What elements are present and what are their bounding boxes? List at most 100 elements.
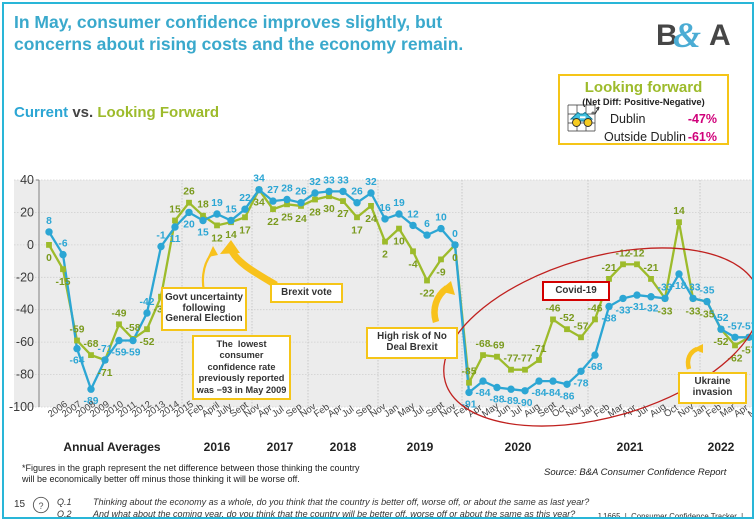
svg-text:-86: -86 — [560, 391, 575, 402]
svg-text:30: 30 — [323, 204, 335, 215]
svg-text:12: 12 — [211, 233, 223, 244]
svg-text:-68: -68 — [476, 339, 491, 350]
svg-text:-59: -59 — [70, 325, 85, 336]
svg-text:-46: -46 — [588, 303, 603, 314]
svg-text:0: 0 — [452, 253, 458, 264]
svg-text:20: 20 — [183, 219, 195, 230]
svg-text:20: 20 — [20, 205, 34, 219]
svg-text:33: 33 — [337, 175, 349, 186]
svg-text:-18: -18 — [672, 281, 687, 292]
svg-text:22: 22 — [267, 217, 279, 228]
svg-text:-52: -52 — [714, 313, 729, 324]
svg-text:-33: -33 — [686, 306, 701, 317]
svg-text:-52: -52 — [714, 337, 729, 348]
svg-text:-1: -1 — [156, 231, 165, 242]
svg-text:-59: -59 — [126, 348, 141, 359]
svg-text:-64: -64 — [70, 356, 85, 367]
svg-text:-52: -52 — [140, 337, 155, 348]
svg-text:-71: -71 — [532, 344, 547, 355]
svg-text:28: 28 — [309, 208, 321, 219]
svg-text:15: 15 — [225, 205, 237, 216]
svg-text:-84: -84 — [532, 388, 547, 399]
svg-text:22: 22 — [239, 193, 251, 204]
svg-text:-68: -68 — [84, 339, 99, 350]
svg-text:-33: -33 — [658, 282, 673, 293]
svg-text:19: 19 — [393, 198, 405, 209]
svg-text:?: ? — [38, 501, 43, 511]
svg-text:2: 2 — [382, 250, 388, 261]
svg-text:-58: -58 — [126, 323, 141, 334]
svg-text:A: A — [709, 19, 731, 52]
svg-text:-12: -12 — [630, 248, 645, 259]
svg-text:-35: -35 — [700, 286, 715, 297]
svg-text:0: 0 — [46, 253, 52, 264]
svg-text:26: 26 — [351, 187, 363, 198]
svg-text:-49: -49 — [112, 308, 127, 319]
svg-text:-21: -21 — [602, 263, 617, 274]
svg-text:-33: -33 — [616, 305, 631, 316]
svg-text:15: 15 — [169, 205, 181, 216]
svg-text:17: 17 — [351, 225, 363, 236]
svg-text:40: 40 — [20, 173, 34, 187]
svg-text:-69: -69 — [490, 341, 505, 352]
svg-text:-77: -77 — [518, 354, 533, 365]
svg-text:12: 12 — [407, 209, 419, 220]
svg-text:-57: -57 — [728, 321, 743, 332]
svg-text:-33: -33 — [686, 282, 701, 293]
svg-text:-42: -42 — [140, 297, 155, 308]
svg-text:10: 10 — [435, 213, 447, 224]
svg-text:-35: -35 — [700, 310, 715, 321]
svg-text:-6: -6 — [58, 239, 67, 250]
svg-text:0: 0 — [27, 238, 34, 252]
svg-text:17: 17 — [239, 225, 251, 236]
svg-text:24: 24 — [365, 214, 377, 225]
svg-text:-84: -84 — [476, 388, 491, 399]
svg-text:26: 26 — [183, 187, 195, 198]
svg-text:-71: -71 — [98, 344, 113, 355]
svg-text:-32: -32 — [644, 304, 659, 315]
svg-text:32: 32 — [309, 177, 321, 188]
svg-text:-20: -20 — [16, 270, 34, 284]
svg-text:16: 16 — [379, 203, 391, 214]
svg-text:-80: -80 — [16, 368, 34, 382]
svg-text:26: 26 — [295, 187, 307, 198]
svg-text:-40: -40 — [16, 303, 34, 317]
svg-text:-100: -100 — [9, 400, 34, 414]
svg-text:34: 34 — [253, 198, 265, 209]
svg-text:-71: -71 — [98, 368, 113, 379]
svg-text:-57: -57 — [742, 321, 754, 332]
svg-text:-78: -78 — [574, 378, 589, 389]
svg-text:19: 19 — [211, 198, 223, 209]
svg-text:32: 32 — [365, 177, 377, 188]
svg-text:-46: -46 — [546, 303, 561, 314]
svg-text:-60: -60 — [16, 335, 34, 349]
svg-text:-21: -21 — [644, 263, 659, 274]
svg-text:-38: -38 — [602, 314, 617, 325]
svg-text:-12: -12 — [616, 248, 631, 259]
svg-text:&: & — [673, 18, 701, 52]
svg-text:34: 34 — [253, 174, 265, 185]
svg-text:-52: -52 — [560, 313, 575, 324]
svg-text:6: 6 — [424, 219, 430, 230]
svg-text:-57: -57 — [574, 321, 589, 332]
svg-text:10: 10 — [393, 237, 405, 248]
svg-text:-4: -4 — [408, 259, 417, 270]
svg-text:-59: -59 — [112, 348, 127, 359]
svg-text:-15: -15 — [56, 277, 71, 288]
svg-text:-33: -33 — [658, 306, 673, 317]
svg-text:27: 27 — [267, 185, 279, 196]
svg-text:-77: -77 — [504, 354, 519, 365]
svg-text:-62: -62 — [728, 353, 743, 364]
svg-text:-9: -9 — [436, 267, 445, 278]
svg-text:8: 8 — [46, 216, 52, 227]
svg-text:-57: -57 — [742, 345, 754, 356]
svg-text:27: 27 — [337, 209, 349, 220]
svg-text:-85: -85 — [462, 367, 477, 378]
svg-text:18: 18 — [197, 200, 209, 211]
svg-text:-31: -31 — [630, 302, 645, 313]
svg-text:28: 28 — [281, 184, 293, 195]
svg-text:24: 24 — [295, 214, 307, 225]
svg-text:25: 25 — [281, 212, 293, 223]
svg-text:11: 11 — [170, 234, 181, 245]
svg-text:33: 33 — [323, 175, 335, 186]
